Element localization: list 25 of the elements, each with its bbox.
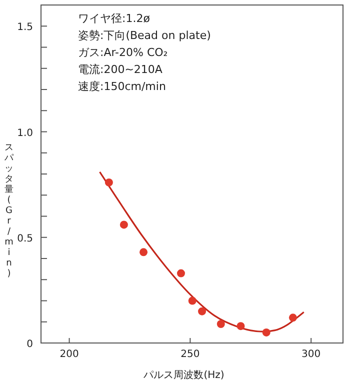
point: [120, 220, 128, 229]
text: スパッタ量(Gr/min): [4, 143, 14, 279]
line-series: [98, 171, 305, 332]
point: [236, 322, 245, 330]
x-tick-label: 250: [180, 349, 200, 360]
y-tick-label: 0.5: [17, 233, 33, 244]
point: [198, 307, 206, 316]
annotation: ワイヤ径:1.2ø: [78, 12, 150, 25]
point: [104, 178, 113, 186]
point: [216, 320, 225, 328]
point: [288, 314, 297, 322]
point: [188, 296, 196, 305]
y-tick-label: 0: [26, 339, 33, 350]
x-axis-title: パルス周波数(Hz): [142, 369, 224, 381]
annotation: 姿勢:下向(Bead on plate): [78, 29, 211, 42]
x-tick-label: 300: [302, 349, 321, 360]
annotation: ガス:Ar-20% CO₂: [78, 46, 168, 59]
point: [177, 269, 185, 278]
annotation: 電流:200~210A: [78, 63, 163, 76]
point: [140, 248, 148, 256]
y-tick-label: 1.5: [17, 22, 33, 34]
annotation: 速度:150cm/min: [78, 80, 166, 93]
y-tick-label: 1.0: [17, 128, 33, 139]
x-tick-label: 200: [60, 349, 79, 360]
point: [262, 328, 270, 336]
